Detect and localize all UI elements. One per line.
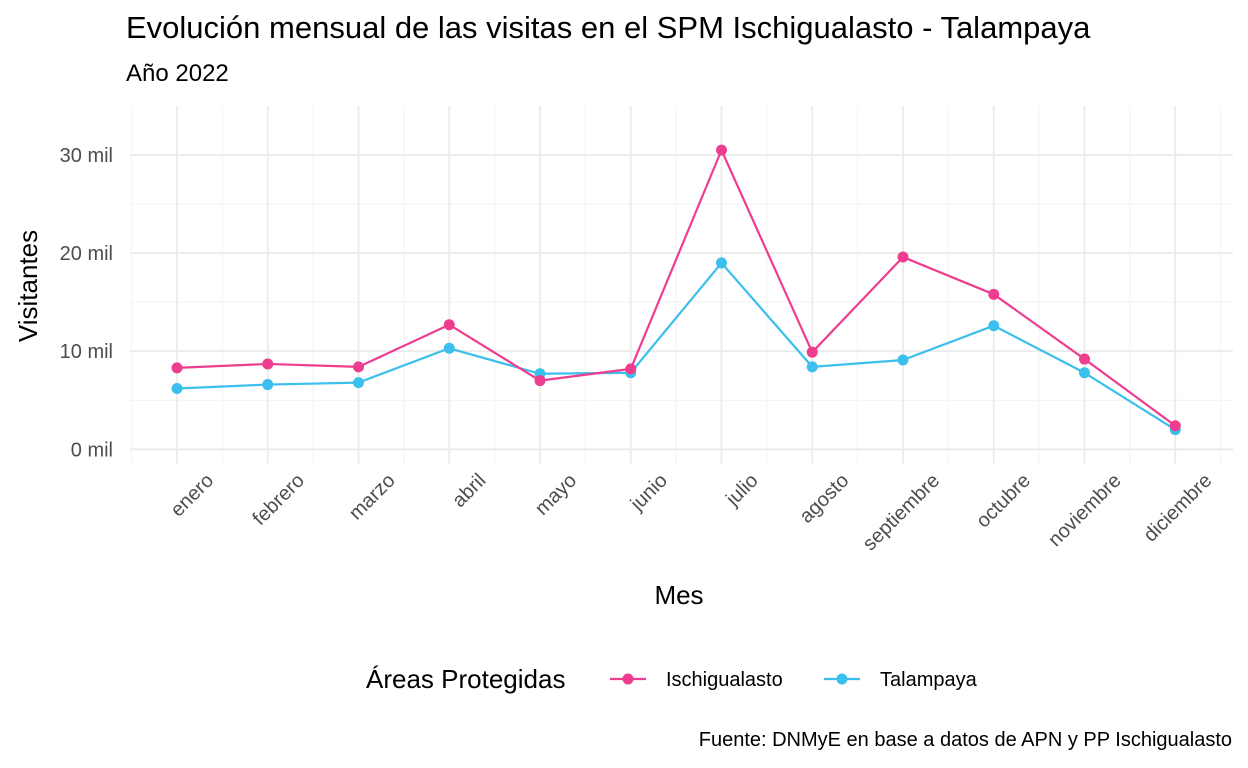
y-tick-label: 20 mil — [60, 243, 113, 265]
y-axis-title: Visitantes — [13, 230, 43, 342]
data-point-ischigualasto — [171, 362, 183, 374]
legend-label-ischigualasto: Ischigualasto — [666, 669, 783, 691]
data-point-ischigualasto — [1169, 420, 1181, 432]
data-point-talampaya — [988, 320, 1000, 332]
y-axis-ticks: 0 mil 10 mil 20 mil 30 mil — [60, 145, 113, 461]
series-line-talampaya — [176, 261, 1176, 431]
series-line-ischigualasto — [176, 149, 1176, 427]
legend-key-talampaya — [824, 673, 860, 685]
data-point-talampaya — [806, 361, 818, 373]
data-point-ischigualasto — [443, 319, 455, 331]
data-point-ischigualasto — [625, 363, 637, 375]
x-tick-label: marzo — [345, 470, 400, 525]
y-tick-label: 0 mil — [71, 439, 113, 461]
legend: Áreas Protegidas Ischigualasto Talampaya — [366, 664, 978, 694]
x-axis-title: Mes — [654, 580, 703, 610]
data-point-talampaya — [897, 354, 909, 366]
data-point-ischigualasto — [262, 358, 274, 370]
legend-key-ischigualasto — [610, 673, 646, 685]
x-tick-label: noviembre — [1044, 470, 1126, 552]
x-tick-label: mayo — [531, 470, 581, 520]
data-point-ischigualasto — [806, 346, 818, 358]
y-tick-label: 30 mil — [60, 145, 113, 167]
x-tick-label: junio — [626, 470, 672, 516]
x-tick-label: enero — [166, 470, 218, 522]
data-point-talampaya — [716, 257, 727, 269]
data-point-talampaya — [1079, 367, 1090, 379]
legend-label-talampaya: Talampaya — [880, 669, 978, 691]
data-point-ischigualasto — [534, 375, 546, 387]
x-tick-label: julio — [721, 470, 762, 511]
data-point-talampaya — [171, 382, 183, 394]
x-tick-label: octubre — [972, 470, 1035, 533]
series-group — [171, 144, 1181, 436]
data-point-talampaya — [443, 342, 455, 354]
x-tick-label: abril — [448, 470, 490, 512]
y-tick-label: 10 mil — [60, 341, 113, 363]
chart-caption: Fuente: DNMyE en base a datos de APN y P… — [698, 729, 1232, 751]
data-point-talampaya — [262, 379, 274, 391]
grid — [130, 106, 1233, 464]
data-point-talampaya — [353, 377, 364, 389]
legend-point-ischigualasto — [622, 673, 634, 685]
legend-point-talampaya — [836, 673, 848, 685]
x-tick-label: diciembre — [1140, 470, 1217, 547]
x-tick-label: agosto — [795, 470, 853, 528]
data-point-ischigualasto — [716, 144, 727, 156]
chart-subtitle: Año 2022 — [126, 60, 229, 87]
data-point-ischigualasto — [353, 361, 364, 373]
data-point-ischigualasto — [897, 251, 909, 263]
x-tick-label: septiembre — [859, 470, 945, 556]
data-point-ischigualasto — [988, 288, 1000, 300]
x-tick-label: febrero — [249, 470, 309, 530]
x-axis-ticks: enero febrero marzo abril mayo junio julio agos… — [166, 470, 1216, 556]
chart-title: Evolución mensual de las visitas en el S… — [126, 10, 1091, 45]
data-point-ischigualasto — [1079, 353, 1090, 365]
legend-title: Áreas Protegidas — [366, 664, 565, 694]
